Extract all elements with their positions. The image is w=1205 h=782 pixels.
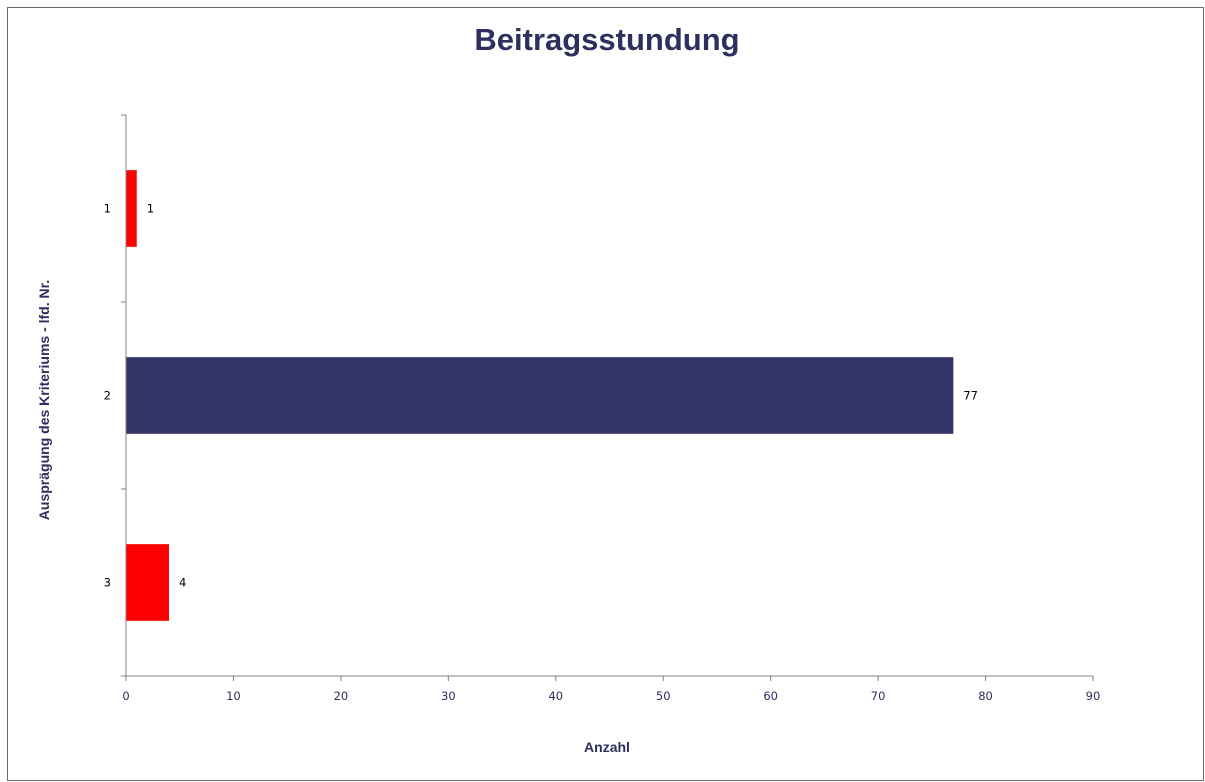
- x-tick-label-80: 80: [978, 689, 993, 703]
- x-tick-label-30: 30: [441, 689, 456, 703]
- y-tick-label-1: 1: [104, 202, 111, 216]
- data-label-3: 4: [179, 576, 186, 590]
- x-tick-label-90: 90: [1086, 689, 1101, 703]
- x-tick-label-40: 40: [548, 689, 563, 703]
- x-tick-label-20: 20: [334, 689, 349, 703]
- data-label-2: 77: [963, 389, 978, 403]
- data-label-1: 1: [147, 202, 154, 216]
- y-tick-label-2: 2: [104, 389, 111, 403]
- bar-1: [126, 170, 137, 247]
- x-tick-label-10: 10: [226, 689, 241, 703]
- bar-3: [126, 544, 169, 621]
- x-tick-label-0: 0: [122, 689, 129, 703]
- y-axis-title: Ausprägung des Kriteriums - lfd. Nr.: [36, 280, 52, 520]
- x-tick-label-60: 60: [763, 689, 778, 703]
- x-axis-title: Anzahl: [584, 739, 630, 755]
- chart-title: Beitragsstundung: [474, 22, 739, 57]
- x-tick-label-50: 50: [656, 689, 671, 703]
- bar-2: [126, 357, 954, 434]
- y-tick-label-3: 3: [104, 576, 111, 590]
- x-tick-label-70: 70: [871, 689, 886, 703]
